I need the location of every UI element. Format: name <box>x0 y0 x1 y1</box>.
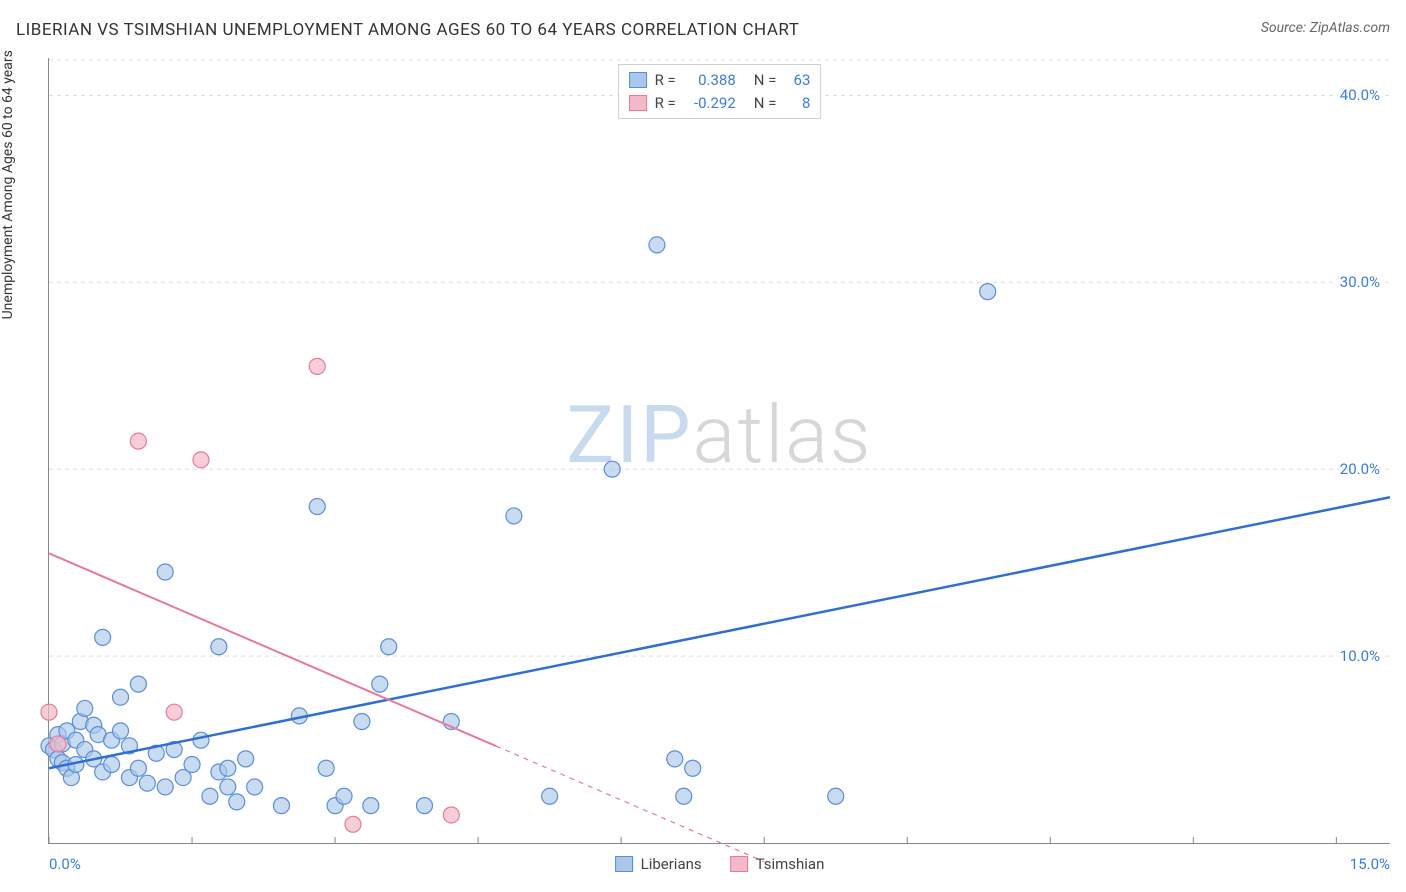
r-label: R = <box>655 69 676 92</box>
x-tick-label: 15.0% <box>1350 855 1390 873</box>
legend-stat-row: R = -0.292 N = 8 <box>629 92 811 115</box>
r-value: -0.292 <box>684 92 736 115</box>
chart-svg <box>49 58 1390 843</box>
n-value: 63 <box>784 69 810 92</box>
y-tick-label: 30.0% <box>1338 273 1382 291</box>
legend-swatch <box>730 856 748 872</box>
r-label: R = <box>655 92 676 115</box>
chart-plot-area: ZIPatlas R =0.388N =63R =-0.292N =8 Libe… <box>48 58 1390 844</box>
legend-swatch <box>629 72 647 88</box>
legend-label: Tsimshian <box>756 855 825 873</box>
n-label: N = <box>754 92 777 115</box>
chart-title: LIBERIAN VS TSIMSHIAN UNEMPLOYMENT AMONG… <box>16 20 799 40</box>
legend-label: Liberians <box>641 855 702 873</box>
legend-item: Liberians <box>615 855 702 873</box>
series-legend: Liberians Tsimshian <box>615 855 825 873</box>
y-axis-label: Unemployment Among Ages 60 to 64 years <box>0 50 16 319</box>
legend-swatch <box>629 95 647 111</box>
legend-swatch <box>615 856 633 872</box>
legend-stat-row: R = 0.388 N = 63 <box>629 69 811 92</box>
correlation-legend: R = 0.388 N = 63 R = -0.292 N = 8 <box>618 64 822 119</box>
y-tick-label: 40.0% <box>1338 86 1382 104</box>
x-tick-label: 0.0% <box>49 855 81 873</box>
n-value: 8 <box>784 92 810 115</box>
y-tick-label: 10.0% <box>1338 647 1382 665</box>
source-credit: Source: ZipAtlas.com <box>1261 20 1390 36</box>
n-label: N = <box>754 69 777 92</box>
r-value: 0.388 <box>684 69 736 92</box>
legend-item: Tsimshian <box>730 855 825 873</box>
y-tick-label: 20.0% <box>1338 460 1382 478</box>
